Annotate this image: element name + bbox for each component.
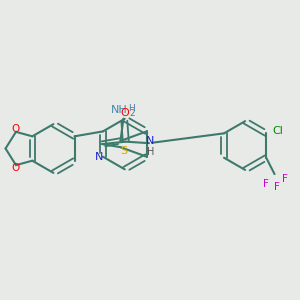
Text: N: N <box>95 152 103 162</box>
Text: H: H <box>147 147 154 157</box>
Text: O: O <box>12 124 20 134</box>
Text: F: F <box>263 178 269 189</box>
Text: 2: 2 <box>129 109 135 118</box>
Text: Cl: Cl <box>272 126 283 136</box>
Text: N: N <box>146 136 154 146</box>
Text: S: S <box>120 146 127 156</box>
Text: F: F <box>274 182 280 192</box>
Text: F: F <box>282 174 288 184</box>
Text: H: H <box>128 104 135 113</box>
Text: O: O <box>120 108 129 118</box>
Text: NH: NH <box>111 105 127 115</box>
Text: O: O <box>12 163 20 172</box>
